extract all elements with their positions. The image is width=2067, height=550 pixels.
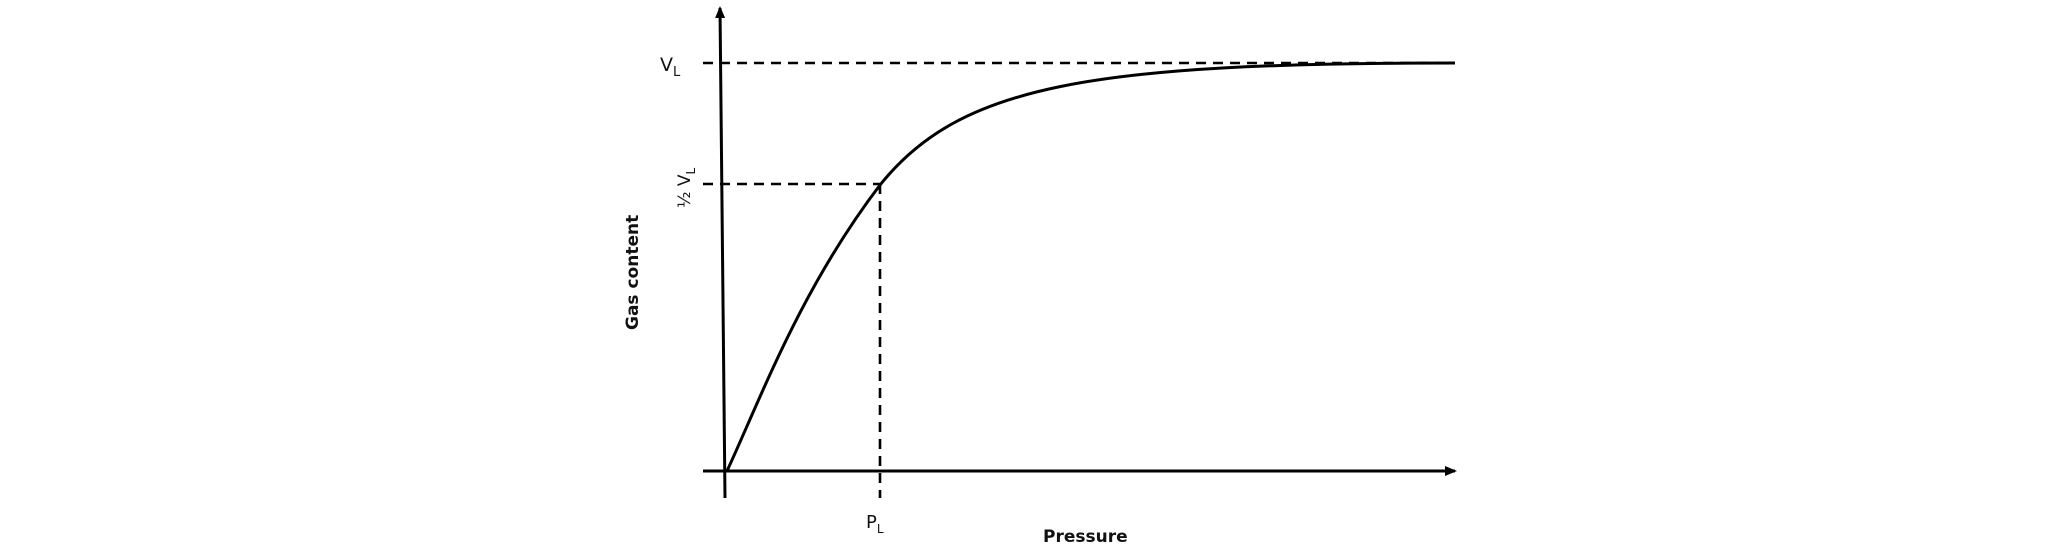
x-axis-title: Pressure	[1043, 527, 1128, 547]
vl-label: VL	[660, 54, 681, 80]
pl-label-subscript: L	[877, 522, 884, 536]
isotherm-curve	[725, 61, 1456, 472]
pl-label: PL	[866, 512, 884, 536]
pl-label-main: P	[866, 512, 877, 533]
y-axis-title: Gas content	[623, 215, 643, 330]
half-vl-label-main: ½ V	[675, 174, 695, 208]
vl-label-subscript: L	[673, 65, 681, 80]
half-vl-label-subscript: L	[684, 167, 698, 174]
y-axis	[715, 6, 727, 499]
half-vl-label: ½ VL	[675, 167, 698, 208]
vl-label-main: V	[660, 54, 673, 76]
